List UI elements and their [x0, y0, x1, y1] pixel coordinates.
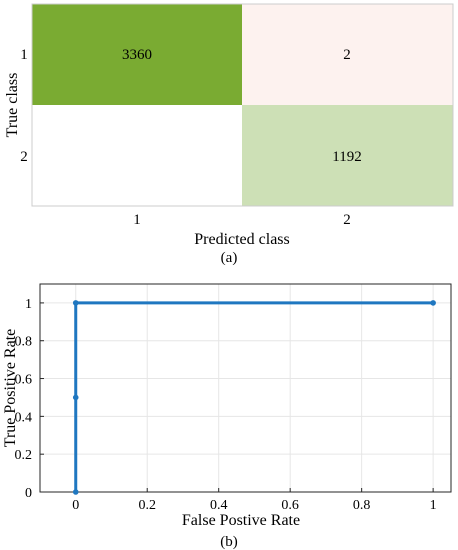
caption-a: (a): [221, 250, 238, 266]
x-category-1: 1: [133, 212, 141, 228]
cell-1-2: [242, 4, 453, 105]
roc-y-tick-label: 1: [25, 297, 32, 312]
roc-xlabel: False Postive Rate: [182, 512, 300, 529]
confusion-matrix-cells: [32, 4, 453, 206]
roc-curve-point: [72, 394, 79, 401]
cell-value-2-2: 1192: [332, 149, 361, 165]
roc-x-tick-label: 0.4: [210, 498, 228, 513]
roc-y-ticks: 0 0.2 0.4 0.6 0.8 1: [15, 297, 44, 501]
roc-x-tick-label: 1: [430, 498, 437, 513]
roc-plot-background: [40, 284, 451, 492]
y-category-1: 1: [20, 47, 28, 63]
y-category-labels: 1 2: [20, 47, 28, 165]
confusion-matrix-figure: 3360 2 1192 1 2 1 2 Predicted class True…: [4, 3, 454, 266]
x-category-labels: 1 2: [133, 212, 351, 228]
matrix-border: [31, 3, 454, 207]
roc-y-tick-label: 0.4: [15, 410, 33, 425]
roc-curve-point: [72, 300, 79, 306]
roc-axes-box: [39, 283, 452, 493]
y-category-2: 2: [20, 149, 28, 165]
roc-x-tick-label: 0: [72, 498, 79, 513]
roc-x-tick-label: 0.2: [138, 498, 156, 513]
x-category-2: 2: [343, 212, 351, 228]
roc-curve-point: [430, 300, 436, 306]
roc-x-tick-label: 0.8: [353, 498, 371, 513]
caption-b: (b): [220, 534, 238, 550]
cell-2-1: [32, 105, 242, 206]
roc-series: [72, 300, 436, 495]
roc-x-tick-label: 0.6: [281, 498, 299, 513]
roc-y-tick-label: 0.8: [15, 335, 33, 350]
roc-y-tick-label: 0.6: [15, 373, 33, 388]
roc-y-tick-label: 0: [25, 486, 32, 501]
cell-value-1-1: 3360: [122, 47, 152, 63]
cell-1-1: [32, 4, 242, 105]
roc-curve-line: [74, 301, 434, 492]
roc-curve-point: [72, 489, 79, 495]
cell-value-labels: 3360 2 1192: [122, 47, 362, 165]
roc-y-tick-label: 0.2: [15, 448, 33, 463]
cell-2-2: [242, 105, 453, 206]
cell-value-1-2: 2: [343, 47, 351, 63]
roc-ylabel: True Positive Rate: [2, 329, 19, 448]
roc-curve-figure: 0 0.2 0.4 0.6 0.8 1 0 0.2 0.4 0.6 0.8 1 False Post…: [2, 283, 452, 550]
roc-x-ticks: 0 0.2 0.4 0.6 0.8 1: [72, 488, 437, 513]
confusion-ylabel: True class: [4, 73, 21, 138]
confusion-xlabel: Predicted class: [194, 231, 290, 248]
